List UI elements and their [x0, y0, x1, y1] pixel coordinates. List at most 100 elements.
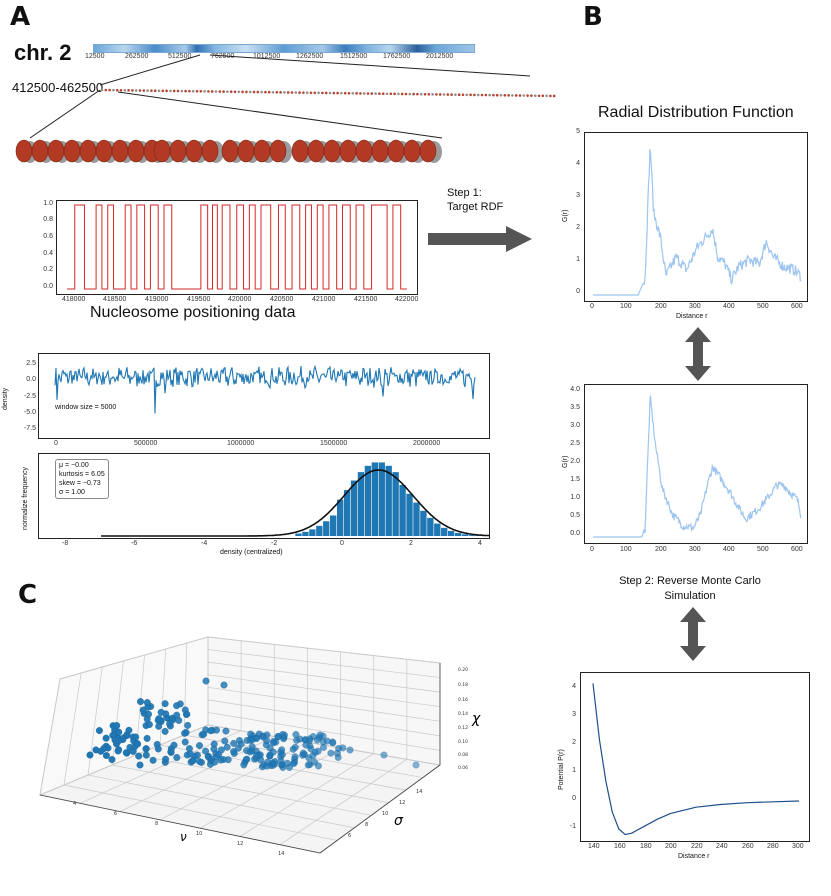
- pot-xtick: 300: [792, 843, 804, 850]
- histogram-bar: [316, 525, 323, 536]
- histogram-bar: [406, 493, 413, 536]
- nucleosome-mini: [408, 92, 412, 96]
- density-xtick: 0: [54, 440, 58, 447]
- nucleosome-mini: [484, 93, 488, 97]
- scatter-point: [185, 745, 193, 753]
- nucleosome-mini: [495, 93, 499, 97]
- nucleosome-mini: [488, 93, 491, 97]
- scatter-y-axis-label: σ: [394, 813, 404, 829]
- nucleosome-mini: [294, 91, 298, 94]
- histogram-bar: [413, 502, 420, 536]
- positioning-trace: [67, 204, 407, 290]
- zoom-overlay: [15, 54, 556, 163]
- rdf2-ytick: 0.0: [570, 530, 580, 537]
- histogram-bar: [336, 499, 344, 536]
- panel-label-a: A: [10, 2, 31, 32]
- rdf2-ytick: 4.0: [570, 386, 580, 393]
- rdf-target-svg: [593, 149, 802, 296]
- nucleosome-mini: [518, 94, 522, 97]
- nucleosome-strand-large: [15, 139, 442, 163]
- nucleosome-mini: [252, 90, 256, 94]
- grid-line: [207, 686, 441, 722]
- nucleosome-mini: [526, 94, 529, 97]
- scatter-point: [181, 738, 189, 746]
- rdf1-ytick: 1: [576, 256, 580, 263]
- chrom-tick: 1512500: [340, 53, 368, 60]
- grid-line: [207, 699, 441, 737]
- nucleosome-mini: [146, 89, 149, 92]
- nucleosome-core: [95, 139, 113, 163]
- pos-xtick: 419000: [145, 296, 169, 303]
- scatter-point: [154, 745, 162, 753]
- pot-ytick: 2: [572, 739, 576, 746]
- rdf1-ytick: 0: [576, 288, 580, 295]
- nucleosome-mini: [423, 92, 427, 96]
- scatter-point: [161, 700, 169, 708]
- histogram-bar: [441, 527, 448, 536]
- density-xtick: 1500000: [320, 440, 348, 447]
- scatter-point: [114, 747, 122, 755]
- nucleosome-mini: [165, 89, 168, 93]
- panel-label-c: C: [18, 580, 38, 610]
- nucleosome-mini: [366, 92, 370, 95]
- nucleosome-mini: [473, 93, 476, 97]
- histogram-bar: [461, 534, 469, 536]
- histogram-bar: [385, 465, 392, 536]
- nucleosome-mini: [393, 92, 396, 96]
- grid-line: [135, 754, 389, 804]
- normal-fit-curve: [101, 469, 511, 537]
- stat-skew: skew = −0.73: [59, 480, 101, 487]
- nucleosome-mini: [199, 90, 203, 93]
- hist-xtick: 0: [340, 540, 344, 547]
- nucleosome-core: [185, 139, 203, 163]
- scatter-point: [108, 756, 116, 764]
- scatter-xtick: 12: [237, 841, 243, 847]
- scatter-point: [142, 751, 150, 759]
- nucleosome-mini: [290, 91, 294, 94]
- y-axis-line: [319, 764, 441, 854]
- scatter-point: [144, 710, 153, 718]
- histogram-bar: [357, 472, 365, 536]
- nucleosome-core: [127, 139, 145, 163]
- scatter3d-svg: ν σ χ 4 6 8 10 12 14 6 8 10 12 14 0.06 0…: [38, 636, 481, 857]
- scatter-point: [264, 758, 272, 766]
- nucleosome-core: [111, 139, 129, 163]
- scatter3d-points: [86, 677, 420, 771]
- pot-xtick: 140: [588, 843, 600, 850]
- rdf2-xtick: 100: [620, 546, 632, 553]
- rdf2-ytick: 3.0: [570, 422, 580, 429]
- nucleosome-mini: [332, 91, 336, 95]
- scatter-point: [207, 727, 215, 735]
- nucleosome-mini: [476, 93, 480, 97]
- scatter-point: [193, 751, 201, 759]
- nucleosome-mini: [389, 92, 393, 96]
- scatter-y-ticks: 6 8 10 12 14: [348, 789, 422, 839]
- zoom-line-right: [209, 54, 531, 77]
- grid-line: [207, 712, 441, 751]
- histogram-ylabel: normalize frequency: [22, 466, 29, 530]
- rdf-sim-ylabel: G(r): [562, 455, 569, 468]
- scatter-point: [299, 751, 307, 759]
- scatter-point: [310, 758, 318, 766]
- scatter-point: [167, 748, 175, 756]
- potential-curve: [592, 683, 800, 836]
- scatter-point: [230, 739, 238, 747]
- rdf-sim-plot: [584, 384, 808, 544]
- histogram-xlabel: density (centralized): [220, 549, 283, 556]
- density-svg: [54, 364, 476, 414]
- hist-xtick: -6: [131, 540, 138, 547]
- pot-ytick: 4: [572, 683, 576, 690]
- nucleosome-mini: [260, 90, 263, 94]
- rdf-sim-line: [593, 395, 802, 538]
- pos-xtick: 421000: [312, 296, 336, 303]
- nucleosome-mini: [454, 93, 457, 96]
- region-label: 412500-462500: [12, 80, 104, 95]
- chrom-tick: 762500: [211, 53, 235, 60]
- nucleosome-mini: [119, 88, 123, 92]
- nucleosome-mini: [115, 88, 119, 92]
- pos-ytick: 0.6: [43, 233, 53, 240]
- nucleosome-mini: [499, 93, 503, 97]
- scatter-point: [277, 757, 285, 765]
- density-xtick: 2000000: [413, 440, 441, 447]
- positioning-svg: [67, 204, 407, 290]
